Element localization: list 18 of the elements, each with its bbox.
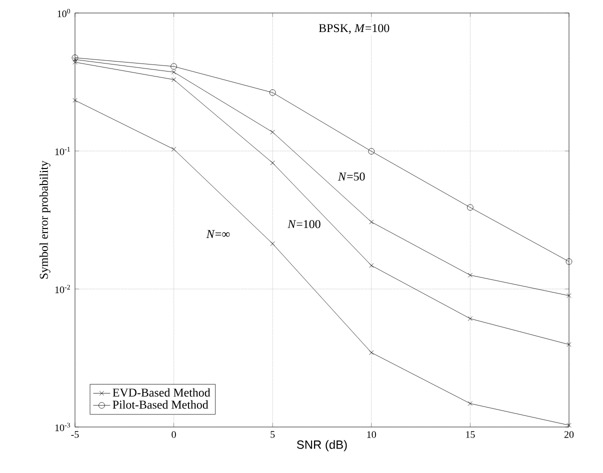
text: BPSK, M=100 — [318, 24, 390, 34]
annotation: N=100 — [288, 220, 320, 228]
y-tick-label: 10$^{-2}$ — [55, 284, 70, 294]
annotation: N=50 — [338, 172, 365, 181]
y-tick-label: 10$^{-3}$ — [55, 422, 70, 432]
x-axis-title: SNR (dB) — [296, 440, 347, 452]
x-tick-label: 20 — [564, 431, 574, 438]
x-tick-label: 5 — [270, 431, 275, 438]
annotation: N=∞ — [206, 230, 230, 238]
x-tick-label: 0 — [172, 431, 176, 438]
y-axis-title: Symbol error probability — [39, 160, 50, 279]
y-tick-label: 10$^{0}$ — [58, 8, 70, 18]
legend-label: Pilot-Based Method — [112, 400, 208, 409]
legend-label: EVD-Based Method — [112, 388, 210, 397]
x-tick-label: 10 — [367, 431, 376, 438]
y-tick-label: 10$^{-1}$ — [55, 146, 70, 156]
x-tick-label: -5 — [71, 431, 79, 438]
x-tick-label: 15 — [466, 431, 475, 438]
